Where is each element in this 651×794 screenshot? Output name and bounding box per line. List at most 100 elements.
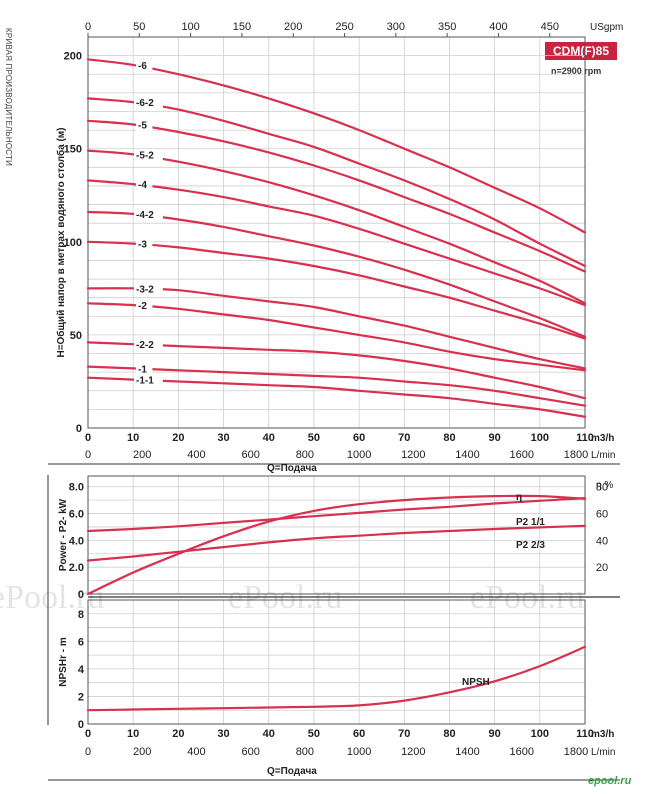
npsh-x-tick-10: 10 xyxy=(127,728,139,740)
eta-y-tick-40: 40 xyxy=(596,535,608,547)
power-label-eta: η xyxy=(516,492,522,503)
head-label-bg-10 xyxy=(136,363,153,376)
npsh-x-tick-70: 70 xyxy=(398,728,410,740)
head-y-tick-100: 100 xyxy=(64,237,82,249)
head-curve-label-3-2: -3-2 xyxy=(136,284,154,295)
npsh-lmin-tick-1800: 1800 xyxy=(564,746,588,758)
npsh-y-axis-label: NPSHr - m xyxy=(58,637,69,687)
head-label-bg-11 xyxy=(134,374,163,387)
npsh-curve-label: NPSH xyxy=(462,677,490,688)
top-axis-tick-150: 150 xyxy=(233,21,251,33)
head-label-bg-4 xyxy=(136,179,153,192)
npsh-x-tick-80: 80 xyxy=(443,728,455,740)
head-curve-3 xyxy=(86,240,587,340)
head-x-tick-50: 50 xyxy=(308,432,320,444)
head-lmin-tick-600: 600 xyxy=(241,449,259,461)
power-curve-p2-2-3 xyxy=(86,524,587,562)
top-axis-tick-0: 0 xyxy=(85,21,91,33)
npsh-lmin-tick-1000: 1000 xyxy=(347,746,371,758)
top-axis-tick-300: 300 xyxy=(387,21,405,33)
npsh-x-tick-90: 90 xyxy=(489,728,501,740)
npsh-x-tick-40: 40 xyxy=(263,728,275,740)
head-x-tick-90: 90 xyxy=(489,432,501,444)
power-label-p2-11: P2 1/1 xyxy=(516,517,545,528)
head-x-tick-0: 0 xyxy=(85,432,91,444)
head-label-bg-9 xyxy=(134,339,163,352)
head-lmin-tick-1200: 1200 xyxy=(401,449,425,461)
power-curve-- xyxy=(86,494,587,596)
head-x-tick-70: 70 xyxy=(398,432,410,444)
npsh-y-tick-8: 8 xyxy=(78,609,84,621)
head-curve-3-2 xyxy=(86,287,587,370)
side-title: КРИВАЯ ПРОИЗВОДИТЕЛЬНОСТИ xyxy=(4,28,13,167)
watermark-small: epool.ru xyxy=(588,775,632,787)
npsh-x-tick-0: 0 xyxy=(85,728,91,740)
npsh-x-unit: m3/h xyxy=(591,729,614,740)
head-curve-label-2-2: -2-2 xyxy=(136,340,154,351)
head-x-tick-40: 40 xyxy=(263,432,275,444)
head-curve-6-2 xyxy=(86,97,587,268)
head-x-tick-100: 100 xyxy=(531,432,549,444)
head-curve-1-1 xyxy=(86,376,587,418)
npsh-x-tick-20: 20 xyxy=(172,728,184,740)
head-label-bg-5 xyxy=(134,208,163,221)
head-lmin-tick-200: 200 xyxy=(133,449,151,461)
npsh-y-tick-4: 4 xyxy=(78,664,85,676)
npsh-lmin-tick-1200: 1200 xyxy=(401,746,425,758)
head-x-tick-80: 80 xyxy=(443,432,455,444)
npsh-y-tick-0: 0 xyxy=(78,719,84,731)
head-lmin-tick-1600: 1600 xyxy=(510,449,534,461)
head-x-tick-10: 10 xyxy=(127,432,139,444)
head-lmin-tick-1400: 1400 xyxy=(455,449,479,461)
eta-y-tick-80: 80 xyxy=(596,482,608,494)
head-y-tick-50: 50 xyxy=(70,330,82,342)
eta-y-tick-60: 60 xyxy=(596,509,608,521)
head-lmin-tick-800: 800 xyxy=(296,449,314,461)
npsh-lmin-unit: L/min xyxy=(591,747,615,758)
head-lmin-unit: L/min xyxy=(591,450,615,461)
top-axis-tick-350: 350 xyxy=(438,21,456,33)
npsh-lmin-tick-600: 600 xyxy=(241,746,259,758)
npsh-lmin-tick-1400: 1400 xyxy=(455,746,479,758)
head-curve-5-2 xyxy=(86,149,587,305)
head-label-bg-1 xyxy=(134,97,163,110)
head-curve-label-4: -4 xyxy=(138,180,147,191)
top-axis-tick-50: 50 xyxy=(133,21,145,33)
top-axis-tick-400: 400 xyxy=(489,21,507,33)
head-curve-6 xyxy=(86,58,587,234)
head-x-unit: m3/h xyxy=(591,433,614,444)
head-curve-2 xyxy=(86,302,587,372)
head-x-axis-label: Q=Подача xyxy=(267,463,317,474)
top-axis-tick-250: 250 xyxy=(335,21,353,33)
head-x-tick-20: 20 xyxy=(172,432,184,444)
eta-y-tick-20: 20 xyxy=(596,562,608,574)
power-y-axis-label: Power - P2- kW xyxy=(58,498,69,571)
power-label-p2-23: P2 2/3 xyxy=(516,540,545,551)
top-axis-unit: USgpm xyxy=(590,22,623,33)
npsh-y-tick-2: 2 xyxy=(78,691,84,703)
head-curve-1 xyxy=(86,365,587,407)
head-y-tick-200: 200 xyxy=(64,51,82,63)
npsh-lmin-tick-1600: 1600 xyxy=(510,746,534,758)
head-curve-2-2 xyxy=(86,341,587,400)
head-curve-label-6: -6 xyxy=(138,61,147,72)
eta-unit: η % xyxy=(596,480,613,491)
head-label-bg-6 xyxy=(136,238,153,251)
head-label-bg-0 xyxy=(136,59,153,72)
watermark-1: ePool.ru xyxy=(0,579,104,616)
head-label-bg-8 xyxy=(136,300,153,313)
head-curve-label-1: -1 xyxy=(138,364,147,375)
power-y-tick-3: 6.0 xyxy=(69,509,84,521)
head-curve-label-5-2: -5-2 xyxy=(136,150,154,161)
npsh-lmin-tick-400: 400 xyxy=(187,746,205,758)
head-x-tick-30: 30 xyxy=(217,432,229,444)
top-axis-tick-100: 100 xyxy=(181,21,199,33)
head-x-tick-60: 60 xyxy=(353,432,365,444)
npsh-y-tick-6: 6 xyxy=(78,636,84,648)
power-y-tick-2: 4.0 xyxy=(69,535,84,547)
head-curve-label-3: -3 xyxy=(138,240,147,251)
power-plot-frame xyxy=(87,475,586,595)
head-curve-label-5: -5 xyxy=(138,121,147,132)
head-x-tick-110: 110 xyxy=(576,432,594,444)
